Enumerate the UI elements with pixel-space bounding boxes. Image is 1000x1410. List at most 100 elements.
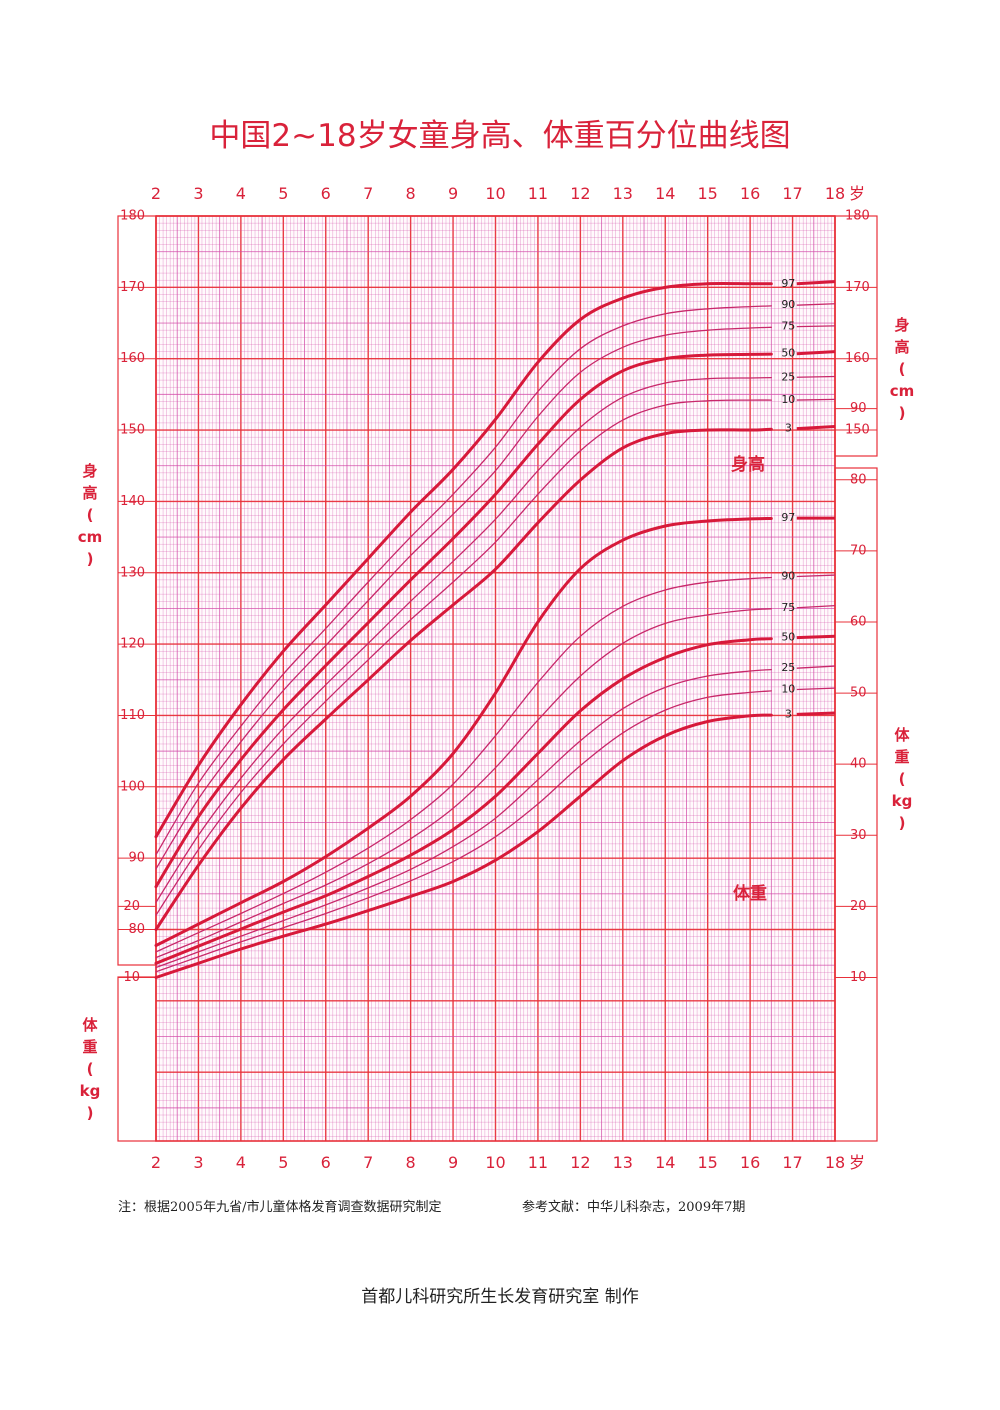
weight-percentile-label: 90: [781, 569, 795, 582]
percentile-curves: [154, 280, 836, 979]
left-weight-axis-label: kg: [80, 1082, 101, 1100]
height-curve-p97: [154, 282, 773, 839]
right-weight-axis-label: (: [899, 770, 906, 788]
bottom-age-label: 18: [825, 1153, 845, 1172]
height-percentile-label: 97: [781, 277, 795, 290]
weight-curve-tail-p3: [796, 711, 836, 716]
bottom-age-label: 13: [613, 1153, 633, 1172]
weight-curve-tail-p25: [796, 665, 836, 669]
maker-note: 首都儿科研究所生长发育研究室 制作: [361, 1287, 639, 1307]
right-weight-tick-label: 80: [850, 472, 867, 487]
height-curve-p90: [155, 305, 772, 856]
reference-note: 参考文献：中华儿科杂志，2009年7期: [522, 1200, 746, 1215]
left-height-tick-label: 170: [120, 280, 145, 295]
top-age-label: 8: [406, 184, 416, 203]
right-height-axis-label: cm: [890, 382, 915, 400]
top-age-label: 15: [698, 184, 718, 203]
left-height-axis-label: 身: [82, 462, 97, 480]
right-height-frame: [834, 215, 878, 457]
left-height-tick-label: 130: [120, 565, 145, 580]
weight-curve-tail-p10: [796, 687, 836, 691]
height-curve-p50: [154, 352, 773, 889]
top-age-label: 17: [782, 184, 802, 203]
right-weight-axis-label: ): [899, 814, 906, 832]
left-weight-frame: [117, 976, 157, 1142]
right-weight-tick-label: 40: [850, 757, 867, 772]
height-curve-tail-p10: [796, 398, 836, 401]
left-weight-axis-label: ): [87, 1104, 94, 1122]
top-age-label: 3: [193, 184, 203, 203]
height-curve-tail-p97: [796, 280, 836, 286]
right-weight-tick-label: 10: [850, 970, 867, 985]
height-curve-tail-p90: [796, 303, 836, 306]
top-age-label: 13: [613, 184, 633, 203]
top-age-label: 6: [321, 184, 331, 203]
weight-curve-p10: [155, 690, 772, 973]
height-curve-tail-p3: [796, 424, 836, 431]
height-curve-tail-p25: [796, 375, 836, 378]
top-age-label: 12: [570, 184, 590, 203]
left-weight-tick-label: 10: [123, 970, 140, 985]
weight-curve-p97: [154, 517, 773, 947]
right-weight-axis-label: kg: [892, 792, 913, 810]
bottom-age-unit: 岁: [849, 1153, 865, 1172]
height-curve-tail-p50: [796, 350, 836, 356]
right-height-tick-label: 170: [845, 280, 870, 295]
bottom-age-label: 6: [321, 1153, 331, 1172]
chart-grid: [155, 215, 836, 1141]
weight-curve-p25: [155, 668, 772, 969]
top-age-label: 7: [363, 184, 373, 203]
weight-curve-p3: [154, 713, 773, 979]
right-weight-tick-label: 30: [850, 828, 867, 843]
left-height-axis-label: cm: [78, 528, 103, 546]
height-percentile-label: 10: [781, 393, 795, 406]
right-weight-axis-label: 体: [894, 726, 910, 744]
bottom-age-label: 16: [740, 1153, 760, 1172]
source-note: 注：根据2005年九省/市儿童体格发育调查数据研究制定: [118, 1200, 442, 1215]
bottom-age-label: 12: [570, 1153, 590, 1172]
weight-curve-p90: [155, 576, 772, 953]
right-height-axis-label: 身: [894, 316, 909, 334]
top-age-label: 4: [236, 184, 246, 203]
weight-curve-p75: [155, 608, 772, 959]
height-curve-p25: [155, 376, 772, 904]
bottom-age-label: 3: [193, 1153, 203, 1172]
bottom-age-label: 5: [278, 1153, 288, 1172]
weight-curve-tail-p90: [796, 574, 836, 578]
bottom-age-label: 7: [363, 1153, 373, 1172]
height-percentile-label: 3: [785, 422, 792, 435]
left-height-axis-label: 高: [82, 484, 97, 502]
left-height-tick-label: 150: [120, 423, 145, 438]
height-percentile-label: 75: [781, 320, 795, 333]
top-age-label: 16: [740, 184, 760, 203]
bottom-age-label: 17: [782, 1153, 802, 1172]
height-curve-tail-p75: [796, 325, 836, 328]
right-weight-tick-label: 60: [850, 614, 867, 629]
weight-curve-p50: [154, 637, 773, 965]
page-title: 中国2~18岁女童身高、体重百分位曲线图: [209, 118, 791, 154]
left-weight-axis-label: (: [87, 1060, 94, 1078]
top-age-label: 2: [151, 184, 161, 203]
height-percentile-label: 25: [781, 370, 795, 383]
weight-percentile-label: 10: [781, 683, 795, 696]
height-region-label: 身高: [731, 454, 765, 475]
left-height-axis-label: ): [87, 550, 94, 568]
right-height-tick-label: 150: [845, 423, 870, 438]
height-curve-p10: [155, 399, 772, 916]
weight-region-label: 体重: [733, 883, 767, 904]
right-weight-axis-label: 重: [894, 748, 909, 766]
height-curve-p75: [155, 326, 772, 870]
top-age-label: 5: [278, 184, 288, 203]
left-weight-tick-label: 20: [123, 899, 140, 914]
right-height-tick-label: 180: [845, 209, 870, 224]
bottom-age-label: 8: [406, 1153, 416, 1172]
right-weight-tick-label: 90: [850, 401, 867, 416]
height-percentile-label: 50: [781, 347, 795, 360]
left-height-tick-label: 110: [120, 708, 145, 723]
right-weight-tick-label: 50: [850, 686, 867, 701]
left-weight-axis-label: 重: [82, 1038, 97, 1056]
top-age-label: 11: [528, 184, 548, 203]
bottom-age-label: 4: [236, 1153, 246, 1172]
left-height-tick-label: 100: [120, 779, 145, 794]
